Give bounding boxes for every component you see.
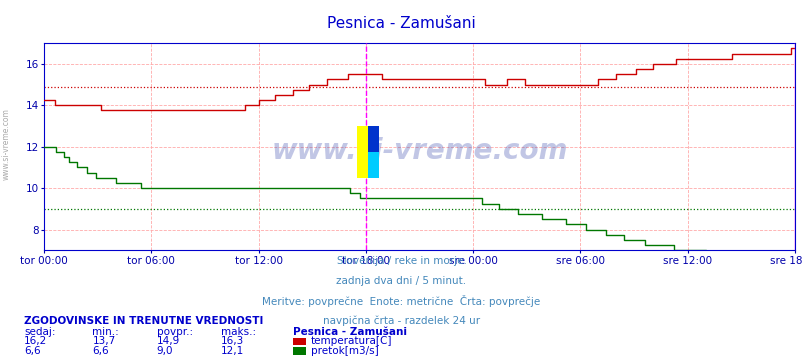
Text: 16,3: 16,3 — [221, 336, 244, 346]
Text: www.si-vreme.com: www.si-vreme.com — [271, 137, 567, 165]
Text: min.:: min.: — [92, 327, 119, 337]
Text: 16,2: 16,2 — [24, 336, 47, 346]
Bar — [367, 152, 379, 178]
Text: 14,9: 14,9 — [156, 336, 180, 346]
Text: ZGODOVINSKE IN TRENUTNE VREDNOSTI: ZGODOVINSKE IN TRENUTNE VREDNOSTI — [24, 316, 263, 326]
Text: 6,6: 6,6 — [24, 346, 41, 356]
Text: www.si-vreme.com: www.si-vreme.com — [2, 108, 11, 180]
Text: 9,0: 9,0 — [156, 346, 173, 356]
Bar — [357, 126, 367, 178]
Text: temperatura[C]: temperatura[C] — [310, 336, 391, 346]
Text: 12,1: 12,1 — [221, 346, 244, 356]
Bar — [367, 126, 379, 152]
Text: sedaj:: sedaj: — [24, 327, 55, 337]
Text: 6,6: 6,6 — [92, 346, 109, 356]
Text: Meritve: povprečne  Enote: metrične  Črta: povprečje: Meritve: povprečne Enote: metrične Črta:… — [262, 294, 540, 307]
Text: Pesnica - Zamušani: Pesnica - Zamušani — [326, 16, 476, 31]
Text: Slovenija / reke in morje.: Slovenija / reke in morje. — [336, 256, 466, 266]
Text: povpr.:: povpr.: — [156, 327, 192, 337]
Text: pretok[m3/s]: pretok[m3/s] — [310, 346, 378, 356]
Text: maks.:: maks.: — [221, 327, 256, 337]
Text: navpična črta - razdelek 24 ur: navpična črta - razdelek 24 ur — [322, 315, 480, 326]
Text: Pesnica - Zamušani: Pesnica - Zamušani — [293, 327, 407, 337]
Text: zadnja dva dni / 5 minut.: zadnja dva dni / 5 minut. — [336, 276, 466, 286]
Text: 13,7: 13,7 — [92, 336, 115, 346]
